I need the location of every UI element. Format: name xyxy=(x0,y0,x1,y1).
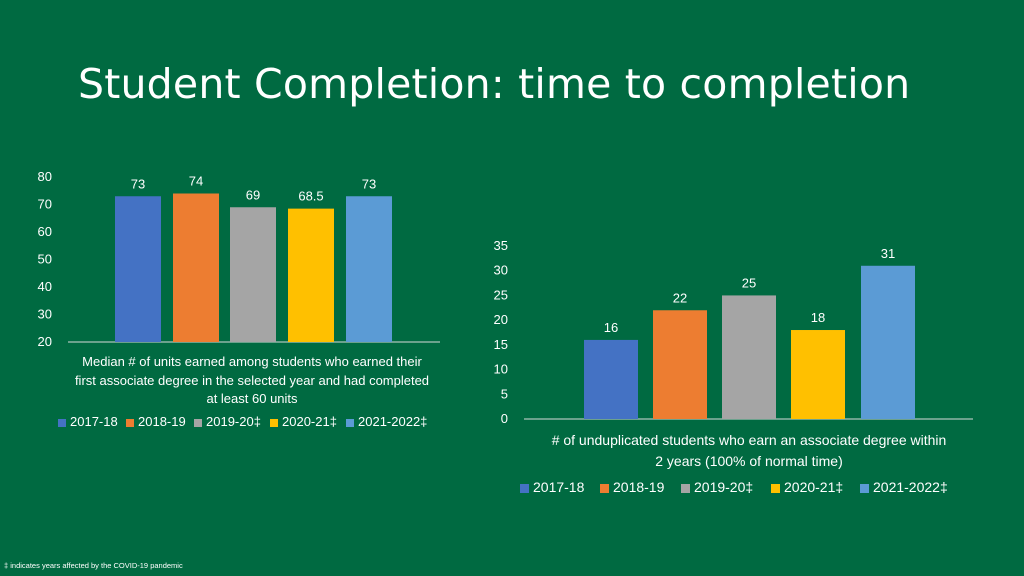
chart1-bar-1 xyxy=(173,193,219,342)
chart1-legend-swatch xyxy=(58,419,66,427)
chart1-bar-2 xyxy=(230,207,276,342)
chart1-legend-label: 2017-18 xyxy=(70,414,118,429)
chart2-data-label-3: 18 xyxy=(811,310,825,325)
chart2-ytick-label: 10 xyxy=(494,362,508,377)
slide-title: Student Completion: time to completion xyxy=(78,60,911,108)
chart1-data-label-0: 73 xyxy=(131,176,145,191)
chart2-bar-4 xyxy=(861,265,915,419)
chart1-ytick-label: 30 xyxy=(38,307,52,322)
chart2-ytick-label: 0 xyxy=(501,411,508,426)
chart2-ytick-label: 20 xyxy=(494,312,508,327)
chart1-data-label-3: 68.5 xyxy=(298,189,323,204)
chart1-bar-0 xyxy=(115,196,161,342)
chart2-data-label-0: 16 xyxy=(604,320,618,335)
chart1-data-label-2: 69 xyxy=(246,187,260,202)
chart2-legend-label: 2020-21‡ xyxy=(784,479,843,495)
chart1-bar-4 xyxy=(346,196,392,342)
chart1-ytick-label: 20 xyxy=(38,334,52,349)
chart1-legend-swatch xyxy=(270,419,278,427)
chart1-ytick-label: 40 xyxy=(38,279,52,294)
chart1-bar-3 xyxy=(288,208,334,342)
chart2-legend-label: 2017-18 xyxy=(533,479,585,495)
chart1-caption-line: Median # of units earned among students … xyxy=(82,354,422,369)
chart1-data-label-4: 73 xyxy=(362,176,376,191)
chart2-caption-line: 2 years (100% of normal time) xyxy=(655,453,843,469)
chart1-legend-label: 2020-21‡ xyxy=(282,414,337,429)
chart2-bar-0 xyxy=(584,339,638,419)
chart2-legend-label: 2021-2022‡ xyxy=(873,479,948,495)
chart1-legend-swatch xyxy=(346,419,354,427)
chart1-ytick-label: 70 xyxy=(38,197,52,212)
chart2-bar-3 xyxy=(791,330,845,419)
chart1-ytick-label: 50 xyxy=(38,252,52,267)
chart1-legend-swatch xyxy=(126,419,134,427)
chart1-legend-label: 2018-19 xyxy=(138,414,186,429)
footnote: ‡ indicates years affected by the COVID-… xyxy=(4,561,183,570)
chart2-bar-1 xyxy=(653,310,707,419)
chart2-legend-swatch xyxy=(520,484,529,493)
chart2-legend-label: 2019-20‡ xyxy=(694,479,753,495)
chart1-caption-line: first associate degree in the selected y… xyxy=(75,373,429,388)
chart2-ytick-label: 5 xyxy=(501,386,508,401)
chart1-ytick-label: 60 xyxy=(38,224,52,239)
chart1-legend-label: 2019-20‡ xyxy=(206,414,261,429)
chart2-data-label-1: 22 xyxy=(673,290,687,305)
chart1-caption-line: at least 60 units xyxy=(206,391,298,406)
chart2-data-label-4: 31 xyxy=(881,246,895,261)
chart1-legend-swatch xyxy=(194,419,202,427)
chart2-legend-swatch xyxy=(600,484,609,493)
chart2-caption-line: # of unduplicated students who earn an a… xyxy=(552,432,947,448)
chart2-bar-2 xyxy=(722,295,776,419)
chart2-legend-swatch xyxy=(681,484,690,493)
chart2-legend-swatch xyxy=(771,484,780,493)
chart2-legend-label: 2018-19 xyxy=(613,479,665,495)
chart2-ytick-label: 30 xyxy=(494,263,508,278)
chart1-ytick-label: 80 xyxy=(38,169,52,184)
chart2-ytick-label: 15 xyxy=(494,337,508,352)
chart2-legend-swatch xyxy=(860,484,869,493)
chart2-ytick-label: 35 xyxy=(494,238,508,253)
chart2-data-label-2: 25 xyxy=(742,275,756,290)
chart1-legend-label: 2021-2022‡ xyxy=(358,414,427,429)
chart2-ytick-label: 25 xyxy=(494,287,508,302)
chart1-data-label-1: 74 xyxy=(189,174,203,189)
